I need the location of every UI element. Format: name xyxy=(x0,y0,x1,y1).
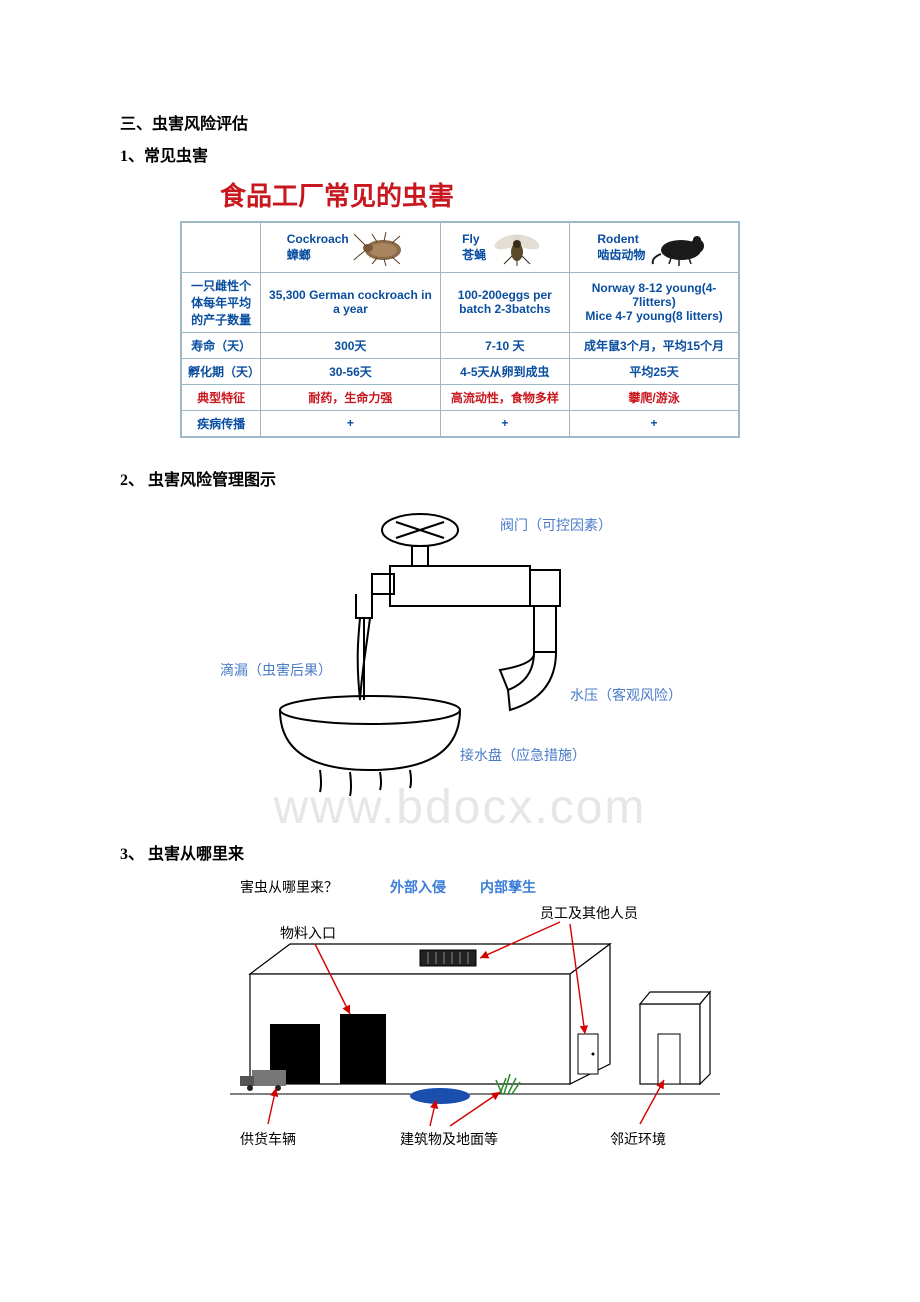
col-head-cockroach: Cockroach蟑螂 xyxy=(261,222,440,272)
faucet-diagram: 阀门（可控因素） 滴漏（虫害后果） 水压（客观风险） 接水盘（应急措施） xyxy=(200,500,720,810)
label-truck: 供货车辆 xyxy=(240,1131,296,1148)
fly-icon xyxy=(490,228,548,266)
label-material: 物料入口 xyxy=(280,926,336,942)
subheading-2: 2、 虫害风险管理图示 xyxy=(120,466,800,490)
label-valve: 阀门（可控因素） xyxy=(500,518,612,534)
heading-3: 三、虫害风险评估 xyxy=(120,110,800,134)
source-diagram: 害虫从哪里来？ 外部入侵 内部孳生 物料入口 员工及其他人员 供货车辆 建筑物及… xyxy=(180,874,740,1164)
subheading-3: 3、 虫害从哪里来 xyxy=(120,840,800,864)
col-head-rodent: Rodent啮齿动物 xyxy=(570,222,739,272)
table-row: 孵化期（天） 30-56天 4-5天从卵到成虫 平均25天 xyxy=(181,358,739,384)
label-pressure: 水压（客观风险） xyxy=(570,687,682,704)
rodent-icon xyxy=(649,228,711,266)
label-src1: 外部入侵 xyxy=(390,879,446,895)
label-src2: 内部孳生 xyxy=(480,879,536,895)
label-building: 建筑物及地面等 xyxy=(400,1131,498,1148)
cockroach-icon xyxy=(352,228,414,266)
label-drip: 滴漏（虫害后果） xyxy=(220,662,332,679)
table-row: 典型特征 耐药，生命力强 高流动性，食物多样 攀爬/游泳 xyxy=(181,384,739,410)
pest-table: Cockroach蟑螂 Fly苍蝇 Rodent啮齿动物 xyxy=(180,221,740,438)
label-tray: 接水盘（应急措施） xyxy=(460,747,586,764)
table-header-row: Cockroach蟑螂 Fly苍蝇 Rodent啮齿动物 xyxy=(181,222,739,272)
label-question: 害虫从哪里来？ xyxy=(240,880,338,896)
subheading-1: 1、常见虫害 xyxy=(120,142,800,166)
table-row: 寿命（天） 300天 7-10 天 成年鼠3个月，平均15个月 xyxy=(181,332,739,358)
table-row: 疾病传播 + + + xyxy=(181,410,739,437)
table-row: 一只雌性个体每年平均的产子数量 35,300 German cockroach … xyxy=(181,272,739,332)
label-env: 邻近环境 xyxy=(610,1132,666,1148)
col-head-fly: Fly苍蝇 xyxy=(440,222,570,272)
label-staff: 员工及其他人员 xyxy=(540,906,638,922)
infographic-title: 食品工厂常见的虫害 xyxy=(220,176,800,213)
